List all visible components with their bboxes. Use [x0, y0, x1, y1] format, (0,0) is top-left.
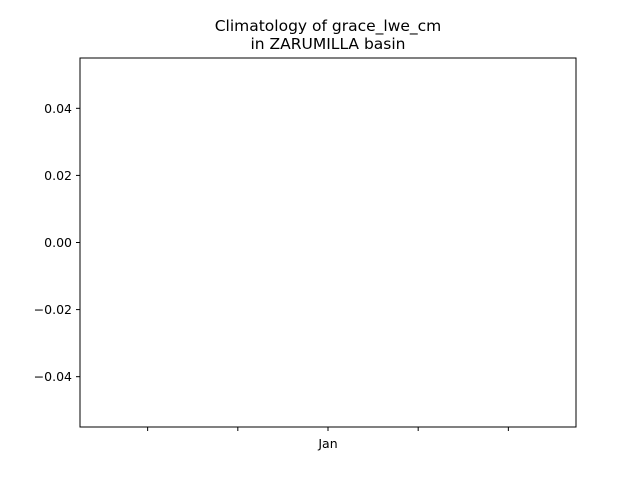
y-axis: 0.04 0.02 0.00 −0.02 −0.04 — [34, 101, 80, 384]
chart-title-line-1: Climatology of grace_lwe_cm — [215, 17, 442, 36]
x-axis: Jan — [147, 427, 509, 451]
plot-area-frame — [79, 57, 577, 428]
y-tick-label: 0.04 — [44, 101, 72, 116]
y-tick-label: −0.02 — [34, 302, 72, 317]
y-tick-label: 0.02 — [44, 168, 72, 183]
chart-title-line-2: in ZARUMILLA basin — [250, 35, 405, 53]
y-tick-label: −0.04 — [34, 369, 72, 384]
y-tick-label: 0.00 — [44, 235, 72, 250]
x-tick-label: Jan — [317, 436, 337, 451]
